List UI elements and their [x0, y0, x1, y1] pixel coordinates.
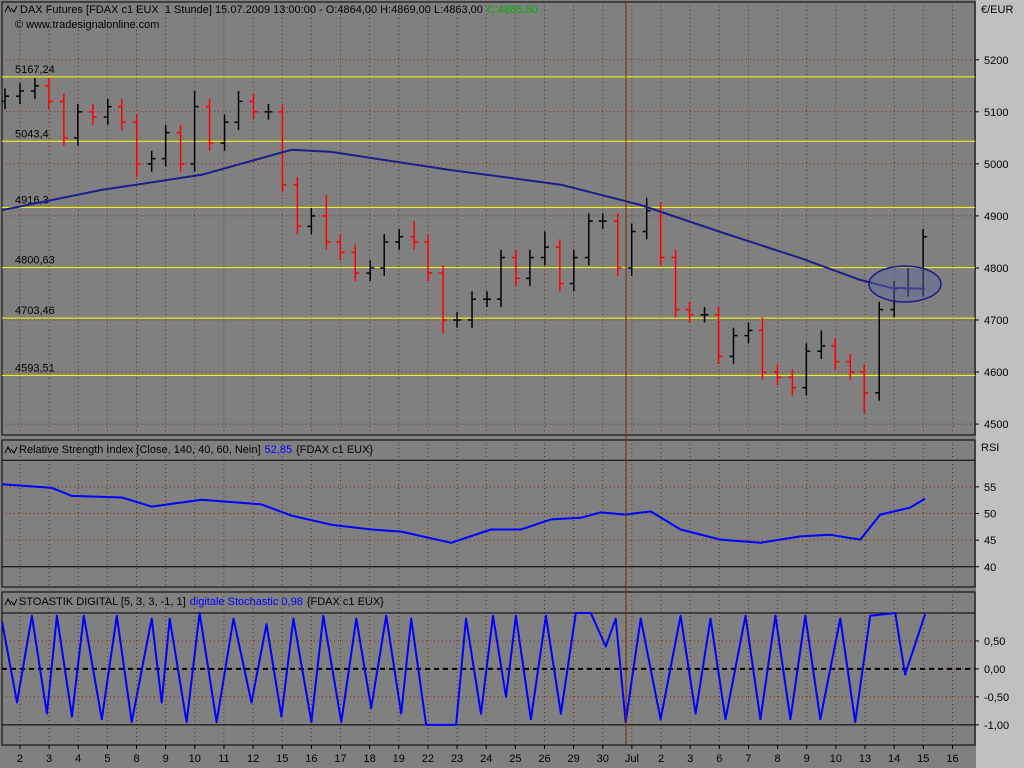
- x-tick-label: 13: [859, 753, 871, 765]
- indicator-icon: [4, 4, 18, 13]
- x-tick-label: 8: [133, 753, 139, 765]
- y-tick-label: 4600: [984, 367, 1008, 379]
- x-tick-label: 5: [104, 753, 110, 765]
- x-tick-label: 14: [888, 753, 900, 765]
- x-tick-label: 8: [775, 753, 781, 765]
- x-tick-label: 24: [480, 753, 492, 765]
- x-tick-label: 11: [218, 753, 229, 765]
- y-tick-label: 5100: [984, 107, 1008, 119]
- x-tick-label: 19: [393, 753, 405, 765]
- rsi-title: Relative Strength Index [Close, 140, 40,…: [19, 444, 373, 456]
- y-tick-label: 45: [984, 535, 996, 547]
- y-tick-label: 0,50: [984, 636, 1005, 648]
- y-axis-label: RSI: [981, 442, 999, 454]
- level-label: 4593,51: [15, 362, 55, 374]
- x-tick-label: 2: [658, 753, 664, 765]
- x-tick-label: 16: [305, 753, 317, 765]
- y-tick-label: 4500: [984, 419, 1008, 431]
- y-tick-label: 40: [984, 562, 996, 574]
- rsi-panel: [1, 439, 976, 588]
- x-tick-label: 7: [745, 753, 751, 765]
- x-tick-label: 12: [247, 753, 259, 765]
- last-close: C:4865,50: [487, 4, 538, 16]
- y-tick-label: 4900: [984, 211, 1008, 223]
- x-tick-label: 9: [804, 753, 810, 765]
- chart-title: DAX Futures [FDAX c1 EUX 1 Stunde] 15.07…: [20, 4, 538, 16]
- level-label: 5167,24: [15, 64, 55, 76]
- y-tick-label: -0,50: [984, 692, 1009, 704]
- level-label: 4703,46: [15, 305, 55, 317]
- series-line: [2, 148, 926, 290]
- stoch-title: STOASTIK DIGITAL [5, 3, 3, -1, 1] digital…: [19, 596, 384, 608]
- x-tick-label: 4: [75, 753, 81, 765]
- series-line: [2, 483, 926, 544]
- title-text: STOASTIK DIGITAL [5, 3, 3, -1, 1]: [19, 596, 186, 608]
- x-tick-label: 18: [364, 753, 376, 765]
- title-text: Relative Strength Index [Close, 140, 40,…: [19, 444, 261, 456]
- x-tick-label: 29: [568, 753, 580, 765]
- x-tick-label: 23: [451, 753, 463, 765]
- y-axis-label: €/EUR: [981, 4, 1013, 16]
- level-label: 4800,63: [15, 255, 55, 267]
- x-tick-label: 16: [946, 753, 958, 765]
- x-tick-label: 17: [334, 753, 346, 765]
- y-tick-label: 4800: [984, 263, 1008, 275]
- x-tick-label: 3: [687, 753, 693, 765]
- y-tick-label: 55: [984, 482, 996, 494]
- y-tick-label: 0,00: [984, 664, 1005, 676]
- level-label: 5043,4: [15, 128, 49, 140]
- value-label: digitale Stochastic 0,98: [190, 596, 303, 608]
- value-label: 52,85: [265, 444, 293, 456]
- rsi-plot: [2, 440, 975, 587]
- x-tick-label: 6: [716, 753, 722, 765]
- y-tick-label: 5000: [984, 159, 1008, 171]
- x-tick-label: 15: [276, 753, 288, 765]
- x-tick-label: 10: [189, 753, 201, 765]
- x-tick-label: Jul: [625, 753, 639, 765]
- x-tick-label: 30: [597, 753, 609, 765]
- x-tick-label: 2: [17, 753, 23, 765]
- y-tick-label: 5200: [984, 55, 1008, 67]
- x-tick-label: 25: [509, 753, 521, 765]
- title-text: DAX Futures [FDAX c1 EUX 1 Stunde] 15.07…: [20, 4, 483, 16]
- subtitle: © www.tradesignalonline.com: [15, 19, 159, 31]
- indicator-icon: [4, 597, 18, 606]
- y-tick-label: -1,00: [984, 720, 1009, 732]
- axis-area: [976, 0, 1024, 768]
- x-tick-label: 22: [422, 753, 434, 765]
- indicator-icon: [4, 445, 18, 454]
- source-label: {FDAX c1 EUX}: [307, 596, 384, 608]
- x-tick-label: 26: [538, 753, 550, 765]
- x-tick-label: 3: [46, 753, 52, 765]
- y-tick-label: 4700: [984, 315, 1008, 327]
- price-panel: [1, 1, 976, 436]
- y-tick-label: 50: [984, 509, 996, 521]
- x-tick-label: 10: [830, 753, 842, 765]
- highlight-ellipse: [868, 265, 942, 303]
- series-line: [2, 612, 927, 726]
- stoch-plot: [2, 592, 975, 745]
- x-tick-label: 9: [163, 753, 169, 765]
- source-label: {FDAX c1 EUX}: [296, 444, 373, 456]
- x-tick-label: 15: [917, 753, 929, 765]
